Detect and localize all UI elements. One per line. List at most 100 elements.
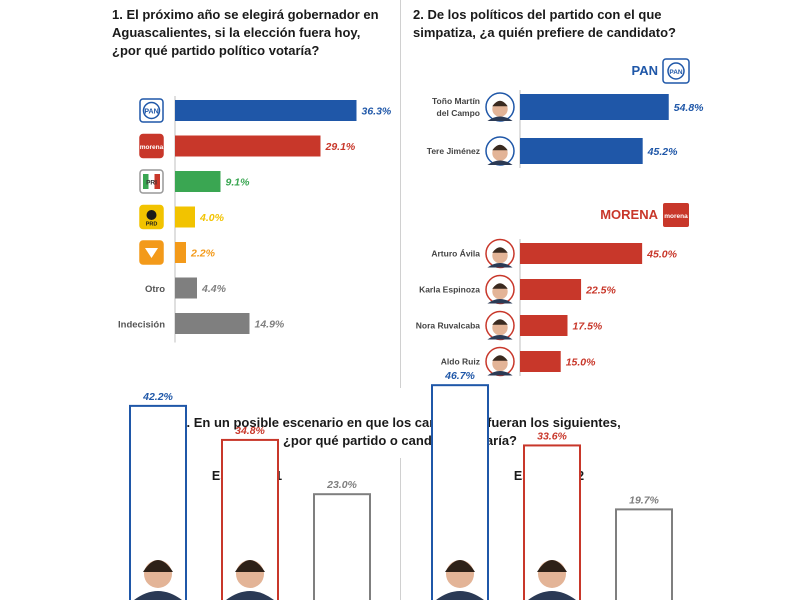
q2-bar-label: 54.8% (674, 102, 704, 114)
q1-bar-prd (175, 206, 195, 228)
q2-bar-label: 17.5% (573, 321, 603, 333)
pan-header-logo: PAN (662, 58, 690, 84)
q3-photo-clothes (226, 591, 274, 600)
q1-bar-indecisión (175, 313, 250, 334)
q1-logo-prd: PRD (139, 204, 164, 230)
q3-photo-clothes (436, 591, 484, 600)
q3-title-line: 3. En un posible escenario en que los ca… (179, 415, 621, 430)
party-logo-box (139, 133, 164, 159)
q2-bar-morena (520, 351, 561, 372)
q2-candidate-name: Toño Martín (432, 96, 480, 106)
mc-logo-eagle (145, 248, 158, 258)
q1-bar-pri (175, 171, 221, 192)
q2-candidate-name: Nora Ruvalcaba (416, 321, 481, 331)
q2-candidate-name: Tere Jiménez (427, 146, 480, 156)
q1-bar-otro (175, 277, 197, 299)
q2-candidate-photo-clothes (487, 160, 513, 165)
q2-bar-morena (520, 315, 568, 336)
q2-candidate-photo-clothes (487, 298, 513, 304)
q3-candidate-photo (528, 560, 576, 600)
q2-candidate-photo-hair (492, 247, 508, 253)
q1-bar-label: 2.2% (190, 248, 216, 260)
q2-candidate-photo-hair (492, 319, 508, 325)
q1-bar-label: 14.9% (255, 319, 285, 331)
vertical-divider-lower (400, 458, 401, 600)
q1-bar-morena (175, 135, 321, 157)
pri-logo-red (154, 174, 160, 189)
q1-bar-mc (175, 242, 186, 263)
q3-bar-label: 46.7% (444, 370, 475, 382)
q2-title: 2. De los políticos del partido con el q… (413, 6, 698, 42)
pan-logo-text: PAN (144, 109, 158, 116)
q2-candidate-photo-clothes (487, 370, 513, 376)
q1-bar-label: 4.0% (199, 212, 225, 224)
q2-candidate-photo (485, 238, 515, 269)
q2-bar-label: 15.0% (566, 357, 596, 369)
q2-bar-pan (520, 94, 669, 120)
q1-title: 1. El próximo año se elegirá gobernador … (112, 6, 397, 60)
q2-candidate-photo (485, 346, 515, 377)
q2-candidate-name: Arturo Ávila (431, 249, 480, 259)
q2-candidate-photo-clothes (487, 116, 513, 121)
q2-bar-morena (520, 279, 582, 300)
q2-candidate-photo (485, 274, 515, 305)
pan-logo-ring (142, 101, 161, 120)
q2-candidate-name: del Campo (437, 108, 480, 118)
q3-bar (615, 508, 673, 600)
q1-bar-pan (175, 100, 357, 121)
q1-bar-label: 4.4% (201, 283, 227, 295)
q3-bar-label: 42.2% (142, 391, 173, 403)
q3-photo-hair (445, 560, 475, 572)
q1-bar-label: 9.1% (226, 177, 251, 189)
q3-candidate-photo (436, 560, 484, 600)
morena-header: MORENA (600, 207, 658, 222)
q3-candidate-photo (226, 560, 274, 600)
q1-logo-mc (139, 240, 164, 265)
q2-candidate-photo (485, 310, 515, 341)
vertical-divider (400, 0, 401, 388)
q3-photo-hair (235, 560, 265, 572)
q3-photo-clothes (528, 591, 576, 600)
q2-candidate-photo-hair (492, 355, 508, 361)
q2-candidate-photo-clothes (487, 334, 513, 340)
q2-bar-label: 45.2% (647, 146, 678, 158)
prd-logo-text: PRD (146, 222, 158, 228)
q2-title-line: simpatiza, ¿a quién prefiere de candidat… (413, 25, 676, 40)
q3-bar-label: 23.0% (326, 479, 357, 491)
q1-title-line: 1. El próximo año se elegirá gobernador … (112, 7, 379, 22)
q2-candidate-photo (485, 136, 515, 166)
q3-bar (313, 493, 371, 600)
q1-category-label: Otro (145, 284, 165, 295)
q2-candidate-photo-clothes (487, 262, 513, 268)
q2-candidate-photo-hair (492, 144, 508, 151)
prd-logo-sun (146, 210, 157, 220)
pri-logo-green (143, 174, 149, 189)
q1-bar-label: 36.3% (362, 106, 392, 118)
q1-title-line: Aguascalientes, si la elección fuera hoy… (112, 25, 361, 40)
q1-logo-morena: morena (139, 133, 164, 159)
q3-bar (221, 438, 279, 600)
q3-photo-hair (143, 560, 173, 572)
q3-candidate-photo (134, 560, 182, 600)
morena-logo-text: morena (140, 144, 164, 151)
q2-bar-morena (520, 243, 643, 264)
q1-logo-pri: PRI (139, 169, 164, 194)
morena-header-logo: morena (663, 203, 689, 227)
q2-candidate-photo-hair (492, 283, 508, 289)
q3-photo-hair (537, 560, 567, 572)
pan-header-logo-box (662, 58, 690, 84)
q3-bar-label: 34.8% (235, 425, 265, 437)
q3-photo-clothes (134, 591, 182, 600)
q2-candidate-photo-hair (492, 100, 508, 107)
q2-candidate-photo (485, 92, 515, 122)
q2-bar-pan (520, 138, 643, 164)
q1-title-line: ¿por qué partido político votaría? (112, 43, 320, 58)
q2-candidate-name: Karla Espinoza (419, 285, 480, 295)
pan-header: PAN (632, 63, 658, 78)
q1-category-label: Indecisión (118, 320, 165, 331)
q1-logo-pan: PAN (139, 98, 164, 123)
q2-bar-label: 22.5% (585, 285, 616, 297)
morena-header-logo-box (663, 203, 689, 227)
q1-bar-label: 29.1% (325, 141, 356, 153)
q3-bar-label: 19.7% (629, 494, 659, 506)
